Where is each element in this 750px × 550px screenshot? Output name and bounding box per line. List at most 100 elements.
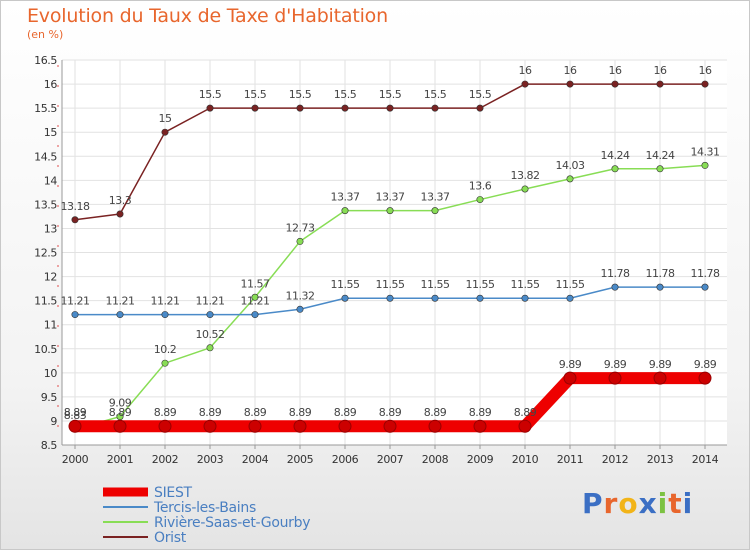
y-tick-label: 11.5 xyxy=(34,295,57,308)
data-point xyxy=(476,104,484,112)
data-point xyxy=(251,104,259,112)
logo-letter: t xyxy=(668,487,683,520)
data-point xyxy=(341,104,349,112)
data-point xyxy=(386,294,394,302)
x-tick-label: 2002 xyxy=(152,453,178,466)
data-point xyxy=(251,311,259,319)
data-point xyxy=(251,293,259,301)
y-tick-label: 16 xyxy=(44,78,58,91)
x-tick-label: 2005 xyxy=(287,453,314,466)
data-point xyxy=(566,294,574,302)
legend-label: Orist xyxy=(154,530,187,546)
data-label: 11.55 xyxy=(511,278,540,291)
logo-letter: o xyxy=(618,487,639,520)
data-label: 13.3 xyxy=(109,194,132,207)
logo-letter: x xyxy=(638,487,658,520)
data-label: 14.31 xyxy=(691,145,720,158)
data-point xyxy=(428,419,442,433)
x-tick-label: 2003 xyxy=(197,453,224,466)
y-tick-label: 12.5 xyxy=(34,247,57,260)
data-point xyxy=(383,419,397,433)
data-label: 8.89 xyxy=(109,406,132,419)
data-point xyxy=(431,104,439,112)
data-point xyxy=(161,359,169,367)
data-label: 8.89 xyxy=(379,406,402,419)
data-label: 11.78 xyxy=(646,267,675,280)
data-label: 15 xyxy=(159,112,172,125)
x-tick-label: 2012 xyxy=(602,453,628,466)
x-tick-label: 2007 xyxy=(377,453,404,466)
data-label: 9.89 xyxy=(559,358,582,371)
data-label: 8.89 xyxy=(289,406,312,419)
data-label: 16 xyxy=(519,64,532,77)
data-label: 13.6 xyxy=(469,180,492,193)
data-point xyxy=(701,283,709,291)
y-tick-label: 15.5 xyxy=(34,102,57,115)
data-point xyxy=(656,80,664,88)
data-label: 13.37 xyxy=(331,191,360,204)
data-label: 12.73 xyxy=(286,221,315,234)
data-point xyxy=(608,371,622,385)
data-label: 15.5 xyxy=(289,88,312,101)
data-label: 11.55 xyxy=(556,278,585,291)
data-point xyxy=(341,294,349,302)
data-label: 8.83 xyxy=(64,409,87,422)
data-label: 16 xyxy=(699,64,712,77)
data-point xyxy=(71,311,79,319)
data-label: 8.89 xyxy=(334,406,357,419)
legend-label: Rivière-Saas-et-Gourby xyxy=(154,515,310,531)
data-label: 10.2 xyxy=(154,343,177,356)
data-label: 8.89 xyxy=(64,406,87,419)
y-tick-label: 8.5 xyxy=(41,439,58,452)
data-point xyxy=(701,161,709,169)
legend-label: SIEST xyxy=(154,485,193,501)
x-tick-label: 2009 xyxy=(467,453,494,466)
data-label: 9.89 xyxy=(694,358,717,371)
data-point xyxy=(521,185,529,193)
data-point xyxy=(161,311,169,319)
data-point xyxy=(158,419,172,433)
data-point xyxy=(248,419,262,433)
data-point xyxy=(566,175,574,183)
chart-title: Evolution du Taux de Taxe d'Habitation xyxy=(27,5,388,27)
data-label: 9.89 xyxy=(604,358,627,371)
y-tick-label: 12 xyxy=(44,271,57,284)
data-point xyxy=(116,311,124,319)
logo-letter: i xyxy=(657,487,669,520)
data-label: 8.89 xyxy=(514,406,537,419)
x-tick-label: 2011 xyxy=(557,453,583,466)
y-tick-label: 14 xyxy=(44,174,58,187)
data-label: 15.5 xyxy=(424,88,447,101)
y-tick-label: 14.5 xyxy=(34,150,57,163)
data-label: 11.78 xyxy=(691,267,720,280)
data-label: 13.82 xyxy=(511,169,540,182)
data-label: 8.89 xyxy=(424,406,447,419)
data-label: 11.55 xyxy=(466,278,495,291)
data-label: 15.5 xyxy=(244,88,267,101)
data-label: 11.21 xyxy=(106,295,135,308)
data-label: 11.55 xyxy=(331,278,360,291)
data-point xyxy=(656,283,664,291)
data-label: 14.24 xyxy=(601,149,630,162)
data-point xyxy=(701,80,709,88)
x-tick-label: 2001 xyxy=(107,453,133,466)
data-label: 8.89 xyxy=(469,406,492,419)
data-label: 14.03 xyxy=(556,159,585,172)
y-tick-label: 10.5 xyxy=(34,343,57,356)
data-point xyxy=(293,419,307,433)
y-tick-label: 9.5 xyxy=(41,391,58,404)
data-label: 11.21 xyxy=(61,295,90,308)
data-point xyxy=(566,80,574,88)
data-label: 13.18 xyxy=(61,200,90,213)
x-tick-label: 2010 xyxy=(512,453,539,466)
data-point xyxy=(338,419,352,433)
data-label: 13.37 xyxy=(421,191,450,204)
data-point xyxy=(563,371,577,385)
data-point xyxy=(386,104,394,112)
data-point xyxy=(203,419,217,433)
y-tick-label: 9 xyxy=(50,415,57,428)
data-point xyxy=(473,419,487,433)
data-point xyxy=(611,80,619,88)
data-point xyxy=(296,237,304,245)
